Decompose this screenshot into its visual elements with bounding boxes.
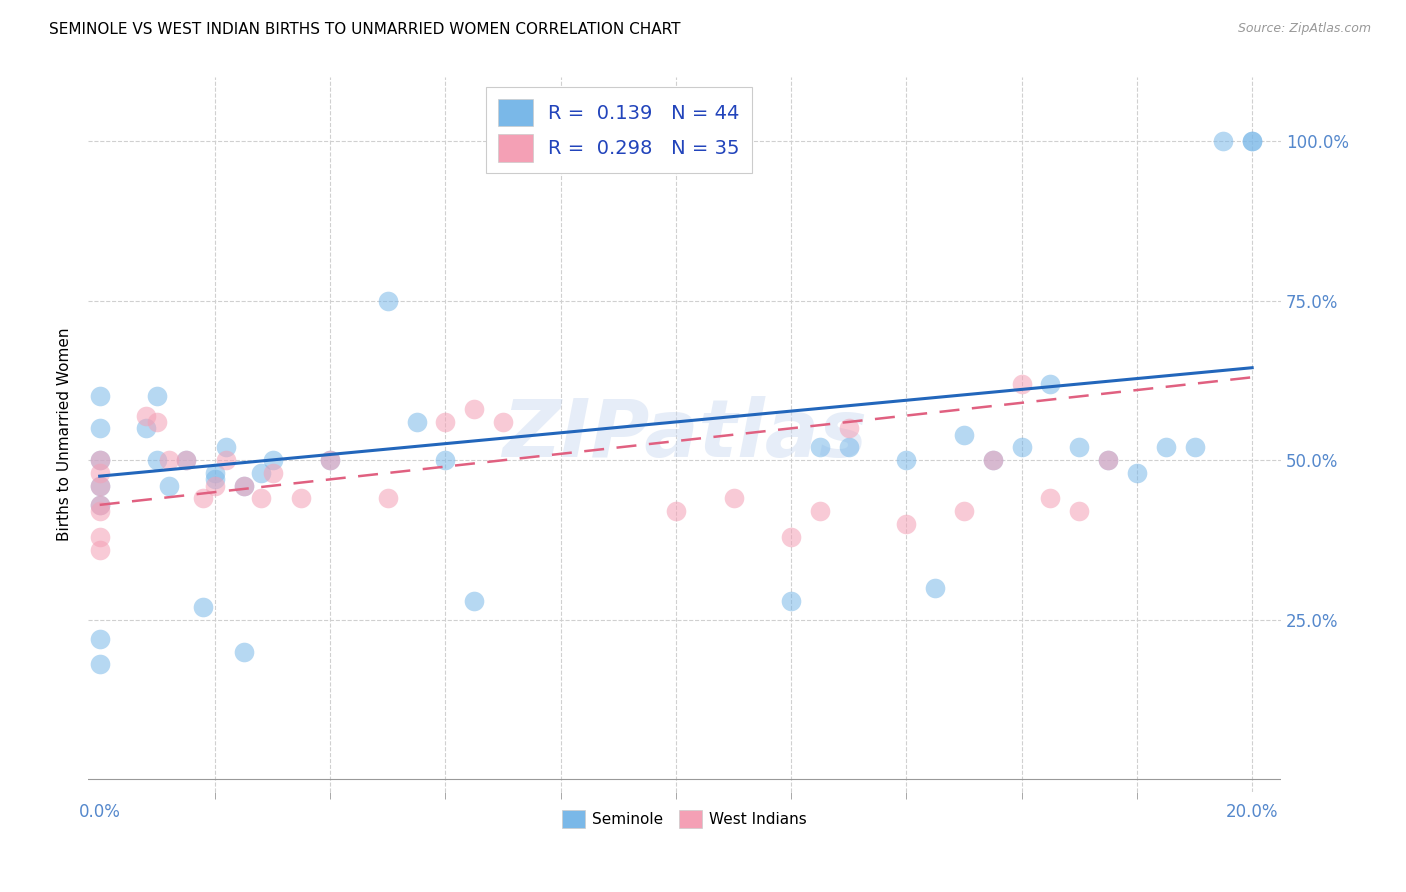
Text: SEMINOLE VS WEST INDIAN BIRTHS TO UNMARRIED WOMEN CORRELATION CHART: SEMINOLE VS WEST INDIAN BIRTHS TO UNMARR… (49, 22, 681, 37)
West Indians (838, 421, 860, 435)
West Indians (89, 453, 111, 467)
Seminole (1126, 466, 1149, 480)
Seminole (434, 453, 457, 467)
Seminole (1212, 134, 1234, 148)
Seminole (1069, 441, 1091, 455)
Text: ZIPatlas: ZIPatlas (502, 396, 868, 474)
West Indians (290, 491, 312, 506)
Seminole (135, 421, 157, 435)
Seminole (780, 593, 803, 607)
Text: Source: ZipAtlas.com: Source: ZipAtlas.com (1237, 22, 1371, 36)
Seminole (89, 479, 111, 493)
Seminole (953, 427, 976, 442)
West Indians (1097, 453, 1119, 467)
Seminole (232, 479, 254, 493)
West Indians (463, 402, 485, 417)
West Indians (250, 491, 273, 506)
West Indians (204, 479, 226, 493)
Seminole (204, 466, 226, 480)
West Indians (665, 504, 688, 518)
Seminole (405, 415, 427, 429)
West Indians (89, 466, 111, 480)
West Indians (157, 453, 180, 467)
West Indians (808, 504, 831, 518)
Seminole (89, 498, 111, 512)
West Indians (953, 504, 976, 518)
West Indians (146, 415, 169, 429)
Seminole (89, 421, 111, 435)
Seminole (157, 479, 180, 493)
Seminole (250, 466, 273, 480)
West Indians (215, 453, 238, 467)
Seminole (262, 453, 284, 467)
Seminole (808, 441, 831, 455)
Seminole (1011, 441, 1033, 455)
Seminole (896, 453, 918, 467)
West Indians (1011, 376, 1033, 391)
West Indians (193, 491, 215, 506)
Seminole (377, 293, 399, 308)
Seminole (215, 441, 238, 455)
Seminole (1154, 441, 1177, 455)
Legend: Seminole, West Indians: Seminole, West Indians (555, 804, 813, 834)
Seminole (1039, 376, 1062, 391)
Seminole (146, 389, 169, 403)
West Indians (89, 479, 111, 493)
West Indians (89, 530, 111, 544)
West Indians (377, 491, 399, 506)
West Indians (1069, 504, 1091, 518)
Seminole (146, 453, 169, 467)
Seminole (319, 453, 342, 467)
Seminole (232, 645, 254, 659)
Seminole (1097, 453, 1119, 467)
West Indians (174, 453, 197, 467)
West Indians (780, 530, 803, 544)
West Indians (981, 453, 1004, 467)
Seminole (193, 599, 215, 614)
West Indians (319, 453, 342, 467)
West Indians (723, 491, 745, 506)
Seminole (981, 453, 1004, 467)
West Indians (434, 415, 457, 429)
West Indians (1039, 491, 1062, 506)
West Indians (232, 479, 254, 493)
West Indians (135, 409, 157, 423)
Seminole (1184, 441, 1206, 455)
Seminole (89, 632, 111, 646)
West Indians (89, 504, 111, 518)
Seminole (1241, 134, 1264, 148)
West Indians (492, 415, 515, 429)
Y-axis label: Births to Unmarried Women: Births to Unmarried Women (58, 328, 72, 541)
Seminole (924, 581, 946, 595)
Seminole (89, 389, 111, 403)
West Indians (896, 516, 918, 531)
Seminole (1241, 134, 1264, 148)
Seminole (89, 453, 111, 467)
Seminole (463, 593, 485, 607)
Seminole (89, 657, 111, 672)
Seminole (174, 453, 197, 467)
Seminole (204, 472, 226, 486)
Seminole (838, 441, 860, 455)
West Indians (262, 466, 284, 480)
West Indians (89, 542, 111, 557)
West Indians (89, 498, 111, 512)
